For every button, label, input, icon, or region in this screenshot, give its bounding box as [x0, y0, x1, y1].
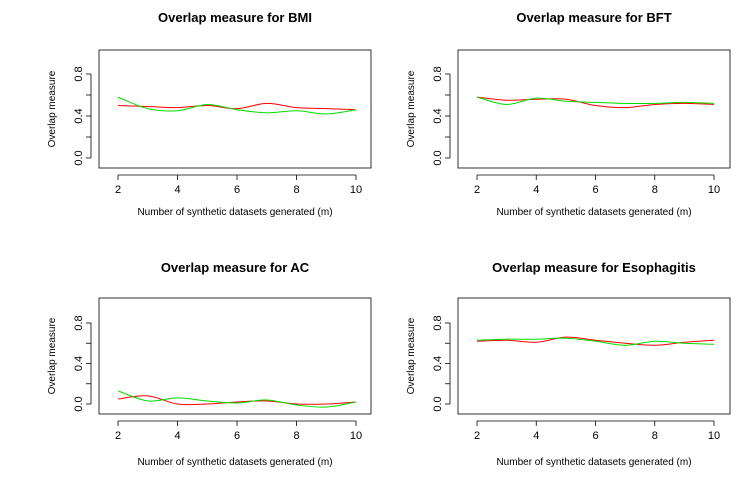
- y-axis-title: Overlap measure: [47, 317, 58, 394]
- plot-frame: [98, 49, 372, 169]
- y-tick-label: 0.8: [73, 66, 85, 81]
- y-tick-label: 0.0: [432, 396, 444, 411]
- series-line-2: [117, 390, 357, 408]
- x-tick-label: 8: [652, 430, 658, 442]
- x-tick-label: 4: [533, 430, 539, 442]
- x-axis-title: Number of synthetic datasets generated (…: [137, 457, 332, 468]
- chart-title: Overlap measure for Esophagitis: [492, 260, 696, 275]
- chart-panel-1: Overlap measure for BMI 2 4 6 8 10 0.0 0.4 0.8 Nu…: [47, 10, 372, 218]
- x-tick-label: 10: [350, 184, 362, 196]
- y-tick-label: 0.4: [432, 108, 444, 123]
- x-axis-title: Number of synthetic datasets generated (…: [496, 457, 691, 468]
- x-tick-label: 6: [234, 184, 240, 196]
- x-tick-label: 6: [234, 430, 240, 442]
- series-line-2: [117, 96, 357, 115]
- x-tick-label: 4: [174, 184, 180, 196]
- x-tick-label: 6: [592, 184, 598, 196]
- x-tick-label: 10: [350, 430, 362, 442]
- x-tick-label: 2: [115, 184, 121, 196]
- series-line-1: [117, 102, 357, 111]
- x-tick-label: 8: [293, 430, 299, 442]
- y-axis-title: Overlap measure: [406, 317, 417, 394]
- x-axis-title: Number of synthetic datasets generated (…: [137, 207, 332, 218]
- x-tick-label: 4: [533, 184, 539, 196]
- x-axis-title: Number of synthetic datasets generated (…: [496, 207, 691, 218]
- chart-panel-2: Overlap measure for BFT 2 4 6 8 10 0.0 0.4 0.8 Nu…: [406, 10, 731, 218]
- x-tick-label: 2: [115, 430, 121, 442]
- y-tick-label: 0.0: [73, 396, 85, 411]
- x-tick-label: 4: [174, 430, 180, 442]
- series-line-1: [117, 395, 357, 406]
- x-tick-label: 2: [474, 430, 480, 442]
- y-tick-label: 0.4: [73, 356, 85, 371]
- y-tick-label: 0.0: [432, 150, 444, 165]
- x-tick-label: 10: [708, 184, 720, 196]
- series-line-1: [476, 96, 715, 109]
- x-tick-label: 2: [474, 184, 480, 196]
- chart-title: Overlap measure for AC: [161, 260, 310, 275]
- chart-panel-4: Overlap measure for Esophagitis 2 4 6 8 10 0.0…: [406, 260, 731, 468]
- y-tick-label: 0.8: [73, 315, 85, 330]
- y-tick-label: 0.8: [432, 66, 444, 81]
- series-line-2: [476, 96, 715, 105]
- chart-panel-3: Overlap measure for AC 2 4 6 8 10 0.0 0.4 0.8 Num…: [47, 260, 372, 468]
- y-tick-label: 0.4: [432, 356, 444, 371]
- y-axis-title: Overlap measure: [47, 70, 58, 147]
- chart-title: Overlap measure for BFT: [516, 10, 671, 25]
- plot-frame: [457, 297, 731, 415]
- plot-frame: [98, 297, 372, 415]
- y-tick-label: 0.4: [73, 108, 85, 123]
- plot-frame: [457, 49, 731, 169]
- y-axis-title: Overlap measure: [406, 70, 417, 147]
- x-tick-label: 6: [592, 430, 598, 442]
- x-tick-label: 8: [293, 184, 299, 196]
- x-tick-label: 8: [652, 184, 658, 196]
- y-tick-label: 0.8: [432, 315, 444, 330]
- chart-title: Overlap measure for BMI: [158, 10, 312, 25]
- series-line-2: [476, 337, 715, 346]
- x-tick-label: 10: [708, 430, 720, 442]
- y-tick-label: 0.0: [73, 150, 85, 165]
- series-line-1: [476, 336, 715, 346]
